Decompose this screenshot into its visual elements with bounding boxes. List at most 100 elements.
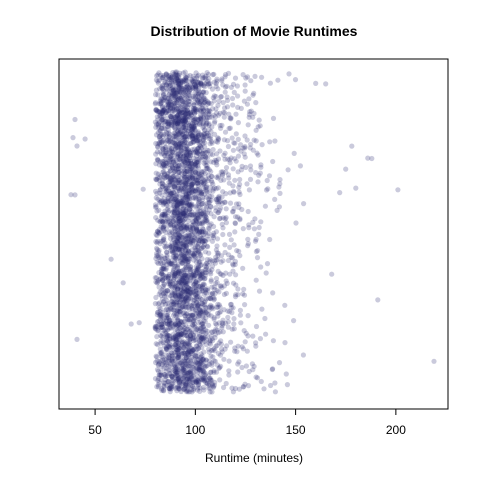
data-point [199, 173, 205, 179]
data-point [172, 241, 178, 247]
data-point [168, 199, 174, 205]
data-point [235, 120, 241, 126]
data-point [167, 168, 173, 174]
data-point [195, 303, 201, 309]
data-point [203, 330, 209, 336]
data-point [232, 348, 238, 354]
data-point [156, 162, 162, 168]
data-point [196, 250, 202, 257]
data-point [353, 185, 359, 191]
data-point [195, 215, 201, 221]
data-point [205, 333, 211, 339]
data-point [198, 107, 204, 113]
data-point [193, 228, 199, 234]
data-point [190, 188, 196, 194]
data-point [162, 79, 168, 86]
data-point [177, 94, 183, 100]
data-point [207, 337, 213, 343]
data-point [180, 182, 186, 188]
data-point [182, 353, 188, 359]
data-point [170, 245, 176, 251]
data-point [191, 366, 197, 372]
data-point [167, 244, 173, 250]
data-point [183, 75, 189, 81]
data-point [163, 352, 169, 358]
data-point [175, 105, 181, 111]
data-point [156, 247, 162, 254]
data-point [168, 373, 175, 379]
data-point [185, 292, 191, 298]
data-point [155, 328, 161, 334]
data-point [176, 218, 182, 224]
data-point [173, 352, 179, 359]
data-point [245, 333, 251, 339]
data-point [201, 135, 207, 141]
data-point [195, 117, 201, 123]
data-point [203, 357, 209, 363]
data-point [190, 84, 196, 90]
data-point [182, 326, 188, 332]
data-point [175, 269, 181, 276]
data-point [208, 313, 214, 319]
data-point [226, 125, 232, 132]
data-point [185, 158, 191, 164]
data-point [189, 181, 195, 187]
data-point [171, 137, 177, 143]
data-point [158, 84, 164, 91]
data-point [197, 289, 203, 295]
data-point [196, 364, 202, 370]
data-point [237, 216, 243, 222]
data-point [170, 301, 176, 307]
data-point [198, 228, 204, 234]
data-point [276, 360, 283, 366]
data-point [162, 293, 168, 299]
data-point [217, 329, 223, 335]
data-point [215, 135, 221, 141]
data-point [230, 389, 236, 395]
data-point [159, 277, 166, 283]
data-point [170, 222, 176, 228]
data-point [182, 89, 188, 95]
data-point [203, 296, 209, 302]
data-point [181, 158, 187, 164]
data-point [257, 336, 263, 342]
data-point [172, 321, 178, 327]
data-point [196, 138, 202, 144]
data-point [155, 144, 161, 150]
data-point [195, 248, 201, 254]
data-point [159, 139, 165, 146]
data-point [180, 117, 186, 123]
data-point [183, 243, 189, 249]
data-point [176, 279, 182, 285]
data-point [176, 216, 182, 222]
data-point [182, 170, 188, 177]
data-point [163, 144, 169, 150]
data-point [155, 361, 162, 367]
data-point [199, 335, 205, 341]
data-point [224, 83, 230, 89]
data-point [185, 222, 191, 229]
data-point [183, 191, 189, 197]
data-point [163, 265, 169, 271]
data-point [172, 181, 178, 187]
data-point [205, 78, 211, 84]
data-point [175, 331, 181, 337]
data-point [209, 179, 215, 185]
data-point [176, 352, 182, 358]
x-axis-label: Runtime (minutes) [205, 451, 303, 465]
data-point [259, 142, 265, 148]
data-point [205, 225, 212, 231]
data-point [204, 328, 211, 335]
data-point [196, 361, 202, 367]
data-point [157, 350, 163, 356]
data-point [181, 244, 187, 250]
data-point [161, 162, 167, 168]
data-point [183, 264, 189, 270]
data-point [176, 292, 182, 298]
data-point [259, 74, 265, 80]
data-point [159, 321, 165, 327]
data-point [222, 199, 228, 205]
data-point [170, 323, 176, 329]
data-point [174, 206, 180, 212]
data-point [196, 328, 202, 334]
